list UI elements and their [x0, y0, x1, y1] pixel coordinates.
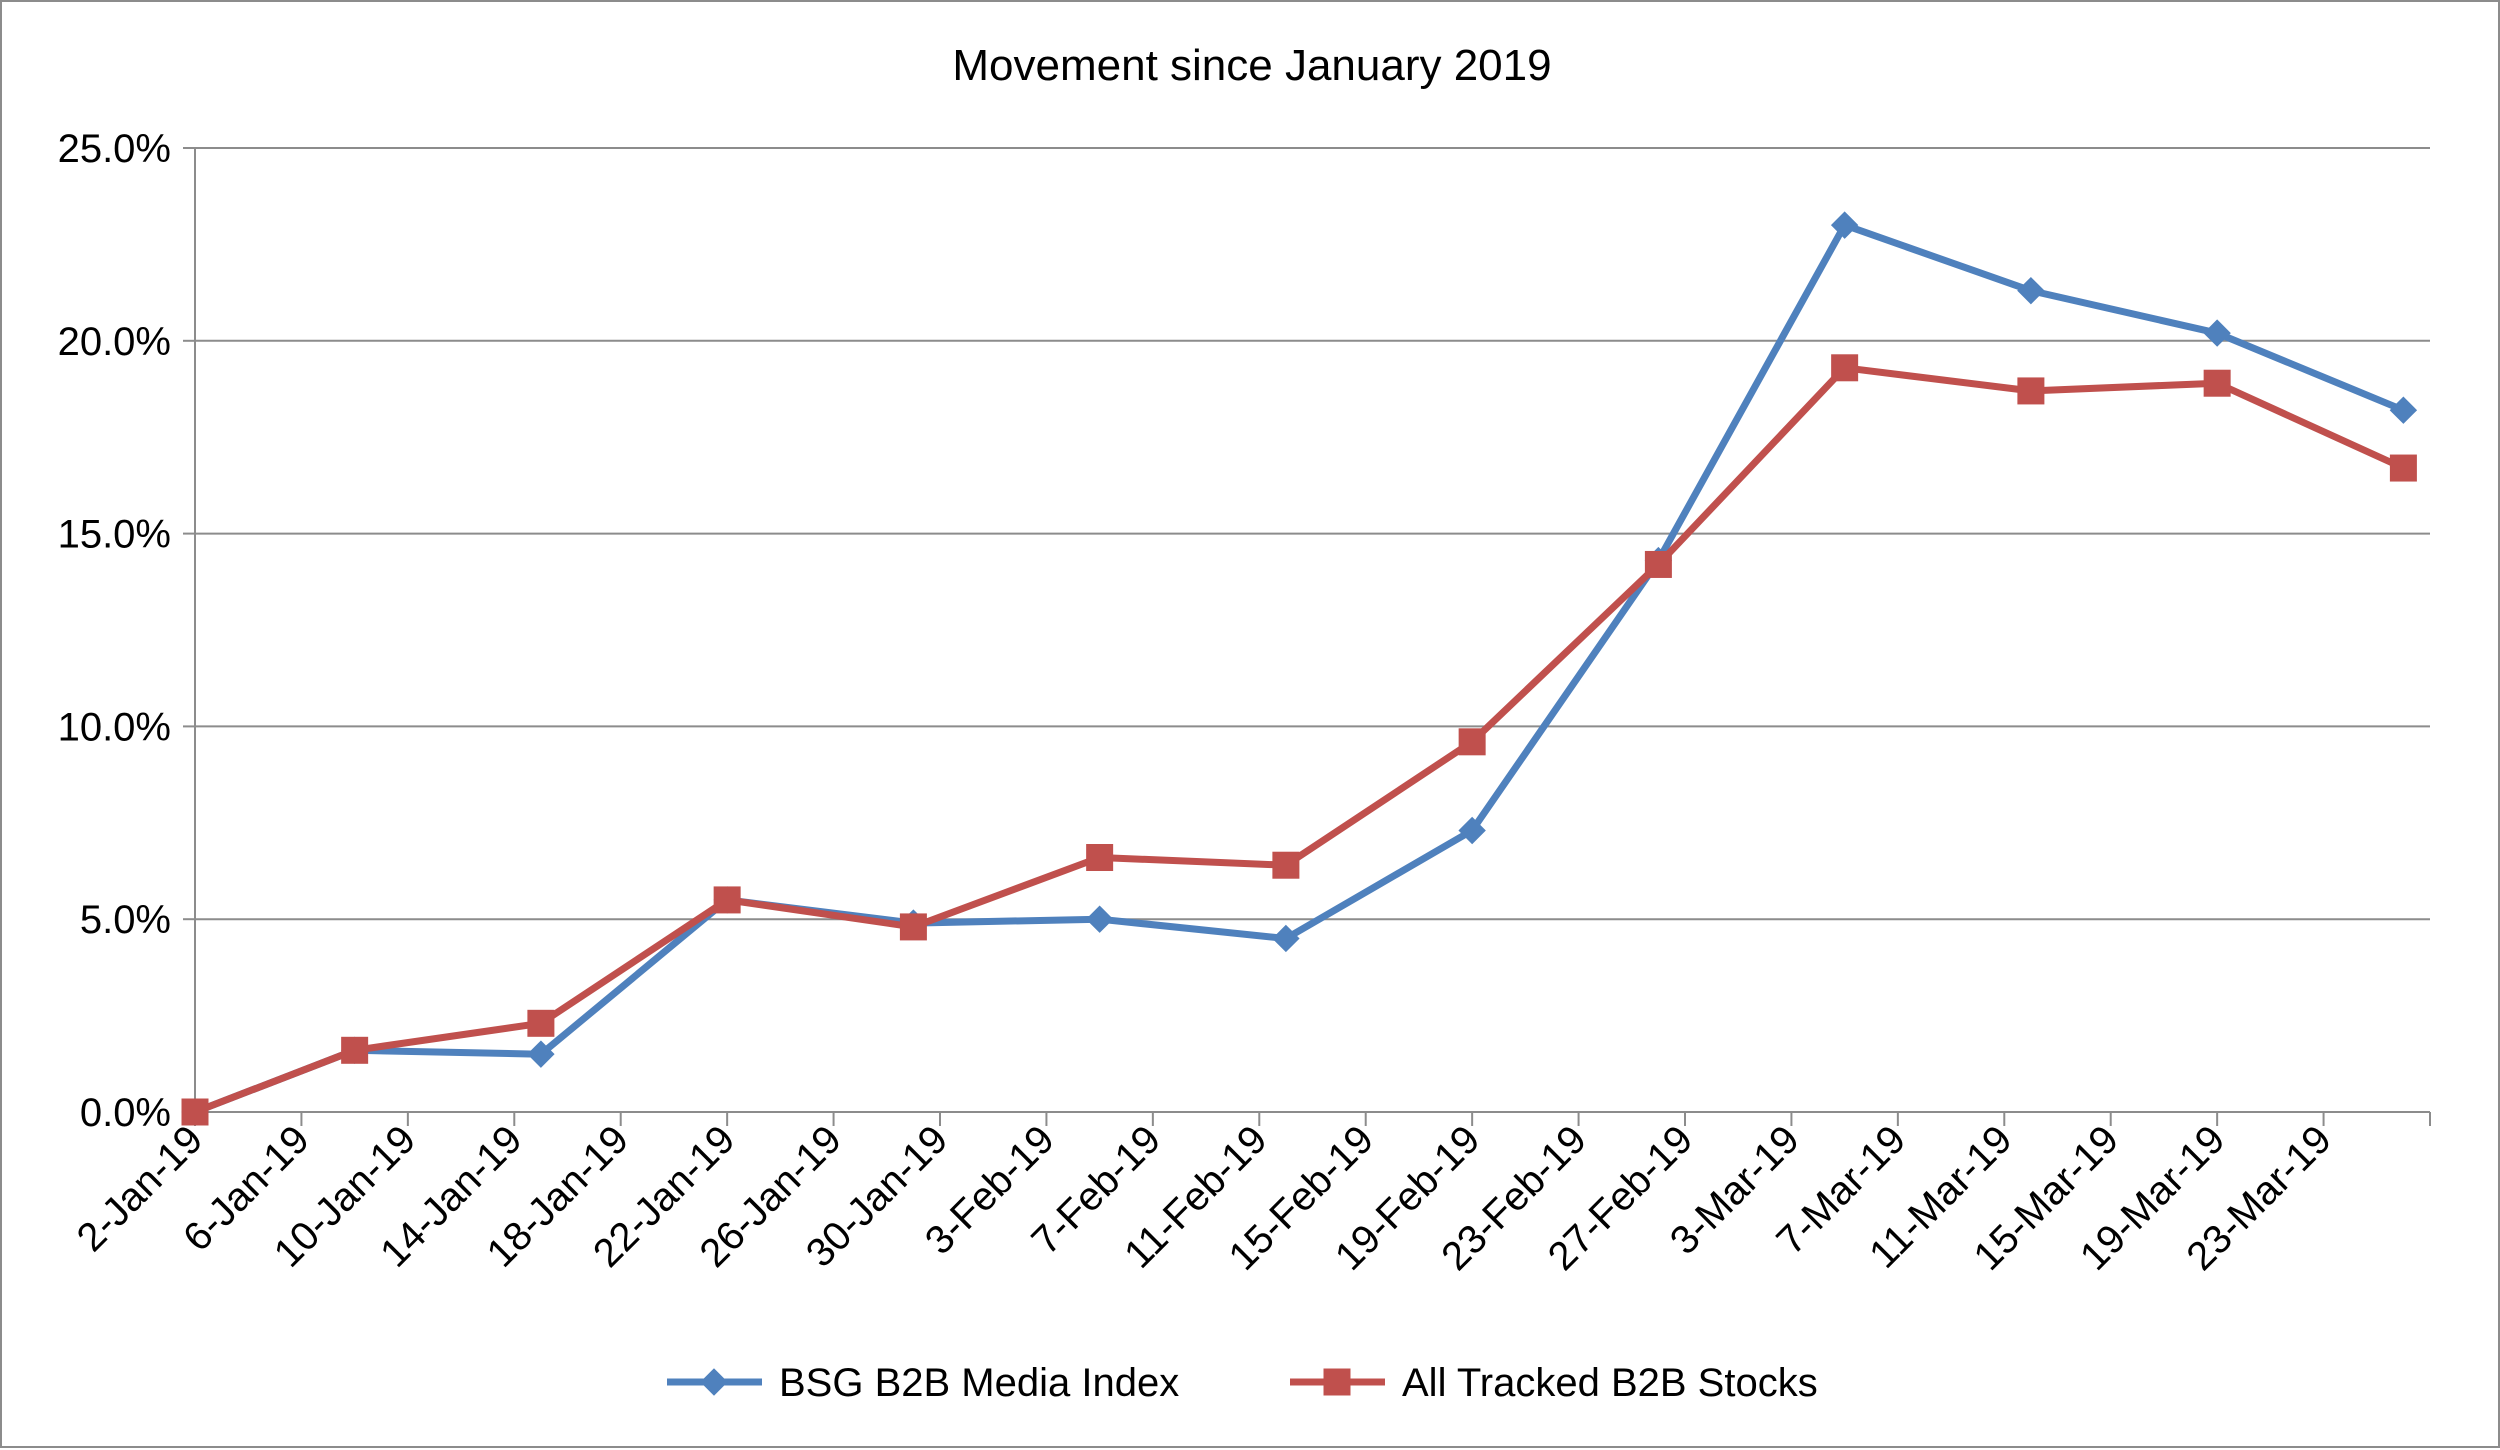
data-point — [1830, 211, 1859, 239]
gridlines — [195, 147, 2430, 921]
series-1 — [181, 211, 2418, 1126]
y-tick-label: 20.0% — [58, 320, 171, 364]
data-point — [2203, 369, 2231, 397]
data-point — [1831, 354, 1859, 382]
y-tick-label: 0.0% — [80, 1091, 171, 1135]
legend-label: All Tracked B2B Stocks — [1402, 1361, 1818, 1405]
series-line — [191, 364, 2407, 1116]
y-axis-ticks: 0.0% 5.0% 10.0% 15.0% 20.0% 25.0% — [58, 127, 195, 1135]
data-point — [1086, 844, 1114, 872]
data-point — [2389, 396, 2418, 424]
data-point — [1085, 905, 1114, 933]
y-tick-label: 15.0% — [58, 513, 171, 557]
legend-swatch-marker — [1323, 1368, 1351, 1396]
y-tick-label: 10.0% — [58, 705, 171, 749]
series-2 — [181, 354, 2417, 1126]
legend: BSG B2B Media Index All Tracked B2B Stock… — [667, 1361, 1818, 1405]
series — [181, 211, 2418, 1126]
legend-label: BSG B2B Media Index — [779, 1361, 1179, 1405]
data-point — [899, 913, 927, 941]
legend-swatch-marker — [700, 1368, 728, 1396]
axes — [194, 148, 2430, 1113]
data-point — [2017, 276, 2045, 305]
data-point — [341, 1036, 369, 1064]
legend-item: All Tracked B2B Stocks — [1290, 1361, 1818, 1405]
series-line — [191, 221, 2407, 1116]
data-point — [181, 1098, 209, 1126]
data-point — [2389, 454, 2417, 482]
chart-title: Movement since January 2019 — [952, 41, 1551, 90]
y-tick-label: 25.0% — [58, 127, 171, 171]
data-point — [1458, 816, 1486, 845]
data-point — [1272, 924, 1300, 953]
data-point — [527, 1009, 555, 1037]
data-point — [527, 1040, 555, 1068]
data-point — [1644, 550, 1672, 578]
data-point — [1272, 851, 1300, 879]
x-axis-ticks: 2-Jan-196-Jan-1910-Jan-1914-Jan-1918-Jan… — [69, 1112, 2431, 1279]
legend-item: BSG B2B Media Index — [667, 1361, 1179, 1405]
y-tick-label: 5.0% — [80, 898, 171, 942]
data-point — [2203, 319, 2231, 347]
data-point — [713, 886, 741, 914]
data-point — [2017, 377, 2045, 405]
data-point — [1458, 728, 1486, 756]
